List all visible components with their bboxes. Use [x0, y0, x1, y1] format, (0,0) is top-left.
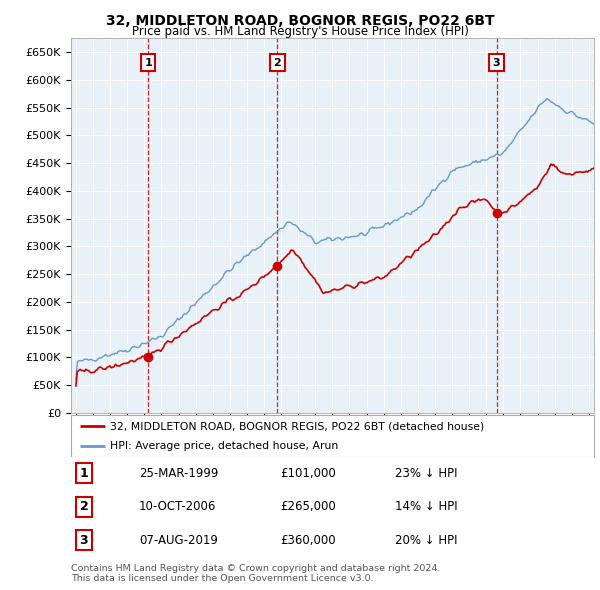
Text: 20% ↓ HPI: 20% ↓ HPI — [395, 534, 458, 547]
Text: £265,000: £265,000 — [280, 500, 336, 513]
Text: 10-OCT-2006: 10-OCT-2006 — [139, 500, 216, 513]
Text: 3: 3 — [493, 58, 500, 68]
Text: 32, MIDDLETON ROAD, BOGNOR REGIS, PO22 6BT: 32, MIDDLETON ROAD, BOGNOR REGIS, PO22 6… — [106, 14, 494, 28]
Text: £360,000: £360,000 — [280, 534, 336, 547]
Text: 1: 1 — [145, 58, 152, 68]
Text: £101,000: £101,000 — [280, 467, 336, 480]
Text: 07-AUG-2019: 07-AUG-2019 — [139, 534, 218, 547]
Text: Contains HM Land Registry data © Crown copyright and database right 2024.
This d: Contains HM Land Registry data © Crown c… — [71, 563, 440, 583]
Text: 2: 2 — [80, 500, 88, 513]
Text: Price paid vs. HM Land Registry's House Price Index (HPI): Price paid vs. HM Land Registry's House … — [131, 25, 469, 38]
Text: 1: 1 — [80, 467, 88, 480]
Text: 25-MAR-1999: 25-MAR-1999 — [139, 467, 218, 480]
Text: 3: 3 — [80, 534, 88, 547]
Text: HPI: Average price, detached house, Arun: HPI: Average price, detached house, Arun — [110, 441, 338, 451]
Text: 23% ↓ HPI: 23% ↓ HPI — [395, 467, 458, 480]
Text: 32, MIDDLETON ROAD, BOGNOR REGIS, PO22 6BT (detached house): 32, MIDDLETON ROAD, BOGNOR REGIS, PO22 6… — [110, 421, 484, 431]
Text: 2: 2 — [274, 58, 281, 68]
Text: 14% ↓ HPI: 14% ↓ HPI — [395, 500, 458, 513]
